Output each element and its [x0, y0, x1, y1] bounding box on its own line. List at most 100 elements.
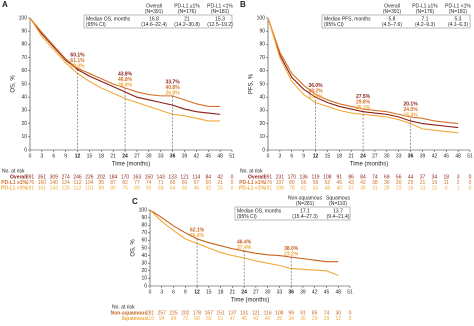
legend-n: (N=181): [449, 9, 468, 15]
y-tick-label: 40: [21, 95, 27, 101]
x-tick-label: 21: [348, 153, 354, 159]
at-risk-label: PD-L1 ≥1%: [239, 180, 265, 186]
at-risk-count: 225: [169, 310, 178, 316]
x-tick-label: 9: [64, 153, 67, 159]
at-risk-count: 74: [372, 174, 378, 180]
at-risk-count: 0: [349, 310, 352, 316]
at-risk-label: Squamous: [121, 316, 147, 322]
landmark-label: 40.8%: [165, 85, 180, 91]
panel-letter: C: [132, 197, 138, 206]
at-risk-count: 80: [110, 185, 116, 191]
at-risk-count: 74: [324, 310, 330, 316]
at-risk-count: 75: [122, 185, 128, 191]
y-tick-label: 80: [141, 223, 147, 229]
y-tick-label: 30: [141, 261, 147, 267]
y-tick-label: 90: [259, 29, 265, 35]
at-risk-count: 28: [384, 185, 390, 191]
y-tick-label: 50: [21, 81, 27, 87]
legend-n: (N=176): [178, 9, 197, 15]
at-risk-count: 202: [97, 174, 106, 180]
y-tick-label: 100: [139, 207, 148, 213]
at-risk-count: 48: [325, 185, 331, 191]
median-value: 7.1: [422, 16, 429, 22]
at-risk-count: 37: [420, 174, 426, 180]
at-risk-count: 54: [170, 185, 176, 191]
legend-name: Non-squamous: [288, 195, 322, 201]
at-risk-count: 95: [99, 180, 105, 186]
landmark-label: 20.1%: [403, 102, 418, 108]
median-value: 5.8: [389, 16, 396, 22]
y-tick-label: 70: [21, 55, 27, 61]
x-tick-label: 12: [194, 289, 200, 295]
x-tick-label: 3: [278, 153, 281, 159]
at-risk-count: 110: [146, 316, 154, 322]
at-risk-count: 231: [276, 174, 285, 180]
at-risk-count: 184: [109, 174, 118, 180]
x-tick-label: 6: [172, 289, 175, 295]
x-tick-label: 18: [99, 153, 105, 159]
x-tick-label: 21: [110, 153, 116, 159]
at-risk-title: No. at risk: [2, 168, 25, 174]
median-label: (95% CI): [86, 22, 106, 28]
legend-name: PD-L1 <1%: [207, 3, 233, 9]
y-tick-label: 100: [257, 15, 266, 21]
at-risk-count: 85: [312, 310, 318, 316]
at-risk-count: 37: [348, 185, 354, 191]
at-risk-count: 71: [158, 180, 164, 186]
at-risk-count: 40: [337, 185, 343, 191]
y-tick-label: 60: [141, 238, 147, 244]
legend-name: PD-L1 <1%: [445, 3, 471, 9]
at-risk-count: 274: [61, 174, 70, 180]
y-tick-label: 30: [21, 108, 27, 114]
at-risk-count: 50: [182, 185, 188, 191]
x-tick-label: 39: [182, 153, 188, 159]
landmark-label: 36.0%: [308, 83, 323, 89]
landmark-label: 58.0%: [70, 64, 85, 70]
x-tick-label: 42: [194, 153, 200, 159]
median-box: [321, 14, 471, 29]
median-value: 17.1: [300, 208, 310, 214]
at-risk-count: 21: [217, 180, 223, 186]
at-risk-count: 46: [194, 185, 200, 191]
at-risk-count: 19: [432, 180, 438, 186]
median-box: [234, 206, 351, 221]
y-tick-label: 90: [21, 29, 27, 35]
x-tick-label: 12: [75, 153, 81, 159]
median-value: 15.3: [215, 16, 225, 22]
x-tick-label: 30: [146, 153, 152, 159]
at-risk-count: 167: [205, 310, 214, 316]
survival-curve: [29, 17, 221, 122]
landmark-label: 46.8%: [118, 77, 133, 83]
at-risk-count: 3: [457, 174, 460, 180]
x-tick-label: 51: [347, 289, 353, 295]
at-risk-count: 60: [182, 180, 188, 186]
at-risk-count: 309: [50, 174, 59, 180]
at-risk-count: 31: [372, 185, 378, 191]
median-label: Median OS, months: [86, 16, 131, 22]
at-risk-label: Overall: [10, 174, 28, 180]
panel-letter: B: [240, 0, 246, 9]
at-risk-count: 112: [74, 185, 82, 191]
y-tick-label: 20: [259, 121, 265, 127]
at-risk-count: 170: [121, 174, 130, 180]
landmark-label: 27.5%: [356, 94, 371, 100]
y-tick-label: 20: [21, 121, 27, 127]
x-tick-label: 33: [158, 153, 164, 159]
at-risk-count: 137: [228, 310, 237, 316]
panel-letter: A: [2, 0, 8, 9]
at-risk-count: 257: [158, 310, 167, 316]
at-risk-count: 0: [469, 185, 472, 191]
y-tick-label: 100: [19, 15, 28, 21]
x-axis-label: Time (months): [231, 298, 269, 304]
y-tick-label: 90: [141, 215, 147, 221]
legend-n: (N=281): [296, 201, 315, 207]
median-label: Median PFS, months: [324, 16, 371, 22]
at-risk-count: 143: [50, 185, 59, 191]
median-ci: (12.5–19.2): [207, 22, 233, 28]
at-risk-count: 12: [432, 185, 438, 191]
at-risk-count: 59: [206, 316, 212, 322]
at-risk-count: 18: [443, 174, 449, 180]
at-risk-count: 351: [38, 174, 47, 180]
at-risk-count: 40: [265, 316, 271, 322]
at-risk-count: 131: [240, 310, 249, 316]
